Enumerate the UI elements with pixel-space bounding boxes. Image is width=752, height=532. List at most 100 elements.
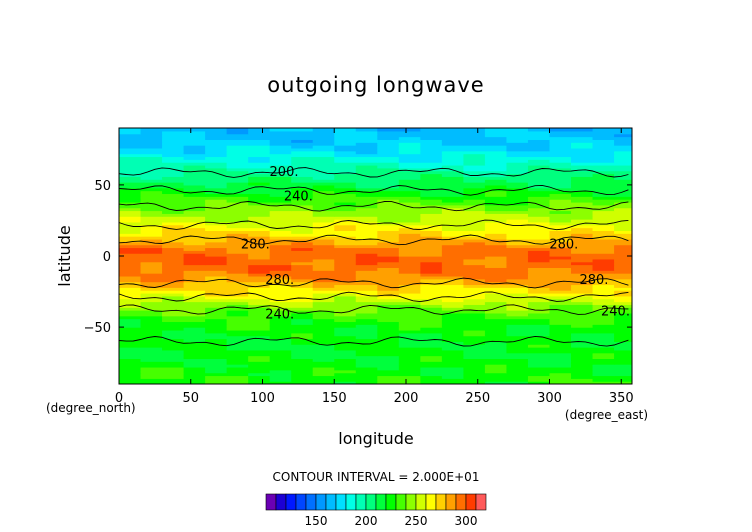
heatmap-cell bbox=[269, 190, 292, 195]
heatmap-cell bbox=[506, 210, 529, 214]
heatmap-cell bbox=[377, 307, 400, 311]
heatmap-cell bbox=[183, 182, 206, 186]
heatmap-cell bbox=[162, 176, 185, 180]
heatmap-cell bbox=[269, 378, 292, 382]
heatmap-cell bbox=[334, 375, 357, 379]
heatmap-cell bbox=[506, 364, 529, 368]
heatmap-cell bbox=[162, 250, 185, 254]
heatmap-cell bbox=[420, 364, 443, 368]
heatmap-cell bbox=[248, 275, 271, 280]
heatmap-cell bbox=[334, 150, 357, 155]
heatmap-cell bbox=[614, 130, 632, 135]
heatmap-cell bbox=[441, 347, 464, 351]
heatmap-cell bbox=[334, 329, 357, 334]
heatmap-cell bbox=[291, 335, 314, 340]
heatmap-cell bbox=[355, 199, 378, 203]
heatmap-cell bbox=[226, 130, 249, 135]
heatmap-cell bbox=[484, 361, 508, 365]
heatmap-cell bbox=[441, 247, 464, 251]
contour-label: 280. bbox=[549, 238, 578, 253]
heatmap-cell bbox=[269, 219, 292, 223]
heatmap-cell bbox=[571, 207, 594, 212]
heatmap-cell bbox=[377, 184, 400, 189]
heatmap-cell bbox=[614, 335, 632, 340]
heatmap-cell bbox=[527, 261, 551, 266]
heatmap-cell bbox=[334, 204, 357, 209]
heatmap-cell bbox=[291, 321, 314, 325]
heatmap-cell bbox=[549, 244, 572, 249]
heatmap-cell bbox=[205, 196, 228, 200]
heatmap-cell bbox=[205, 338, 228, 342]
heatmap-cell bbox=[463, 176, 486, 180]
heatmap-cell bbox=[377, 139, 400, 143]
heatmap-cell bbox=[614, 187, 632, 192]
heatmap-cell bbox=[119, 378, 142, 382]
heatmap-cell bbox=[140, 244, 163, 249]
heatmap-cell bbox=[484, 347, 508, 351]
heatmap-cell bbox=[162, 187, 185, 192]
heatmap-cell bbox=[205, 258, 228, 263]
heatmap-cell bbox=[549, 270, 572, 274]
heatmap-cell bbox=[226, 167, 249, 172]
heatmap-cell bbox=[205, 335, 228, 340]
heatmap-cell bbox=[140, 233, 163, 237]
heatmap-cell bbox=[571, 261, 594, 266]
heatmap-cell bbox=[614, 284, 632, 288]
heatmap-cell bbox=[463, 213, 486, 217]
heatmap-cell bbox=[162, 230, 185, 234]
heatmap-cell bbox=[506, 352, 529, 357]
heatmap-cell bbox=[420, 278, 443, 283]
heatmap-cell bbox=[140, 213, 163, 217]
heatmap-cell bbox=[334, 130, 357, 135]
heatmap-cell bbox=[484, 136, 508, 140]
heatmap-cell bbox=[183, 372, 206, 377]
heatmap-cell bbox=[420, 315, 443, 320]
heatmap-cell bbox=[527, 187, 551, 192]
heatmap-cell bbox=[420, 193, 443, 197]
heatmap-cell bbox=[291, 290, 314, 294]
heatmap-cell bbox=[506, 267, 529, 271]
heatmap-cell bbox=[420, 128, 443, 132]
heatmap-cell bbox=[312, 233, 335, 237]
heatmap-cell bbox=[420, 139, 443, 143]
heatmap-cell bbox=[162, 130, 185, 135]
heatmap-cell bbox=[463, 196, 486, 200]
heatmap-cell bbox=[119, 344, 142, 348]
heatmap-cell bbox=[119, 233, 142, 237]
heatmap-cell bbox=[162, 344, 185, 348]
heatmap-cell bbox=[334, 307, 357, 311]
heatmap-cell bbox=[291, 190, 314, 195]
heatmap-cell bbox=[248, 361, 271, 365]
heatmap-cell bbox=[463, 179, 486, 183]
y-axis-ticks: 500−50 bbox=[84, 179, 632, 336]
heatmap-cell bbox=[463, 133, 486, 138]
heatmap-cell bbox=[377, 130, 400, 135]
heatmap-cell bbox=[398, 136, 421, 140]
heatmap-cell bbox=[420, 190, 443, 195]
colorbar-swatch bbox=[275, 493, 287, 511]
heatmap-cell bbox=[527, 281, 551, 286]
heatmap-cell bbox=[592, 227, 615, 231]
heatmap-cell bbox=[549, 142, 572, 146]
heatmap-cell bbox=[527, 270, 551, 274]
heatmap-cell bbox=[183, 364, 206, 368]
heatmap-cell bbox=[140, 179, 163, 183]
heatmap-cell bbox=[527, 170, 551, 175]
heatmap-cell bbox=[506, 258, 529, 263]
heatmap-cell bbox=[592, 264, 615, 268]
heatmap-cell bbox=[205, 164, 228, 169]
heatmap-cell bbox=[420, 261, 443, 266]
heatmap-cell bbox=[463, 364, 486, 368]
heatmap-cell bbox=[140, 372, 163, 377]
heatmap-cell bbox=[571, 270, 594, 274]
heatmap-cell bbox=[248, 230, 271, 234]
heatmap-cell bbox=[527, 290, 551, 294]
heatmap-cell bbox=[183, 247, 206, 251]
heatmap-cell bbox=[592, 147, 615, 152]
heatmap-cell bbox=[463, 241, 486, 246]
heatmap-cell bbox=[269, 244, 292, 249]
heatmap-cell bbox=[441, 193, 464, 197]
colorbar-swatch bbox=[465, 493, 477, 511]
heatmap-cell bbox=[291, 244, 314, 249]
heatmap-cell bbox=[183, 352, 206, 357]
